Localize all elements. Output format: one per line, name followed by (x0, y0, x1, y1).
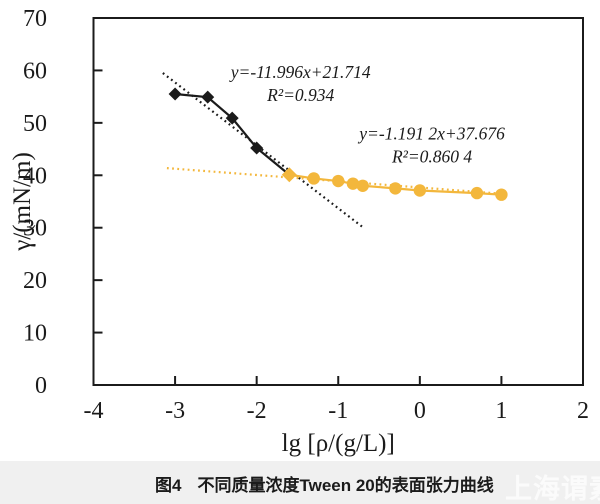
trendline-black-fit (162, 72, 364, 229)
y-axis-title: γ/(mN/m) (9, 152, 36, 252)
marker-circle-gold-circle (332, 174, 345, 188)
y-tick-label: 50 (23, 111, 47, 137)
marker-diamond-gold-circle (281, 167, 297, 183)
x-tick-label: -3 (165, 398, 185, 424)
black-fit-equation-line2: R²=0.934 (266, 85, 334, 105)
figure-caption: 图4 不同质量浓度Tween 20的表面张力曲线 (155, 471, 494, 496)
black-fit-equation-line1: y=-11.996x+21.714 (229, 62, 371, 82)
y-tick-label: 40 (23, 163, 47, 189)
y-tick-label: 20 (23, 268, 47, 294)
marker-circle-gold-circle (356, 179, 369, 192)
x-tick-label: 1 (495, 398, 507, 424)
y-tick-label: 30 (23, 216, 47, 242)
chart-area: -4 -3 -2 -1 0 1 2 0 10 20 30 40 50 60 70 lg [ρ/(g/L)] γ/… (9, 6, 589, 457)
marker-diamond-black-diamond (225, 111, 239, 125)
y-tick-label: 0 (35, 373, 47, 399)
y-tick-label: 70 (23, 6, 47, 32)
marker-circle-gold-circle (470, 186, 484, 200)
x-tick-label: 2 (577, 398, 589, 424)
x-tick-label: 0 (414, 398, 426, 424)
figure-number: 图4 (155, 476, 182, 495)
x-tick-label: -2 (247, 398, 267, 424)
marker-diamond-black-diamond (201, 90, 215, 104)
series-line-black-diamond (174, 92, 290, 176)
marker-circle-gold-circle (307, 172, 320, 185)
plot-border (92, 17, 584, 386)
marker-circle-gold-circle (346, 177, 360, 190)
x-axis-title: lg [ρ/(g/L)] (282, 430, 395, 457)
marker-circle-gold-circle (495, 188, 508, 201)
y-tick-label: 10 (23, 321, 47, 347)
figure-caption-text: 不同质量浓度Tween 20的表面张力曲线 (197, 476, 494, 495)
marker-circle-gold-circle (413, 184, 427, 197)
y-tick-label: 60 (23, 58, 47, 84)
caption-strip: 图4 不同质量浓度Tween 20的表面张力曲线 上海谓素 (0, 461, 600, 504)
gold-fit-equation-line1: y=-1.191 2x+37.676 (357, 124, 505, 144)
marker-diamond-black-diamond (168, 87, 182, 101)
marker-circle-gold-circle (389, 182, 402, 195)
watermark-text: 上海谓素 (505, 474, 600, 504)
gold-fit-equation-line2: R²=0.860 4 (391, 147, 472, 167)
x-tick-label: -1 (328, 398, 348, 424)
marker-diamond-black-diamond (250, 141, 264, 155)
x-tick-label: -4 (84, 398, 104, 424)
